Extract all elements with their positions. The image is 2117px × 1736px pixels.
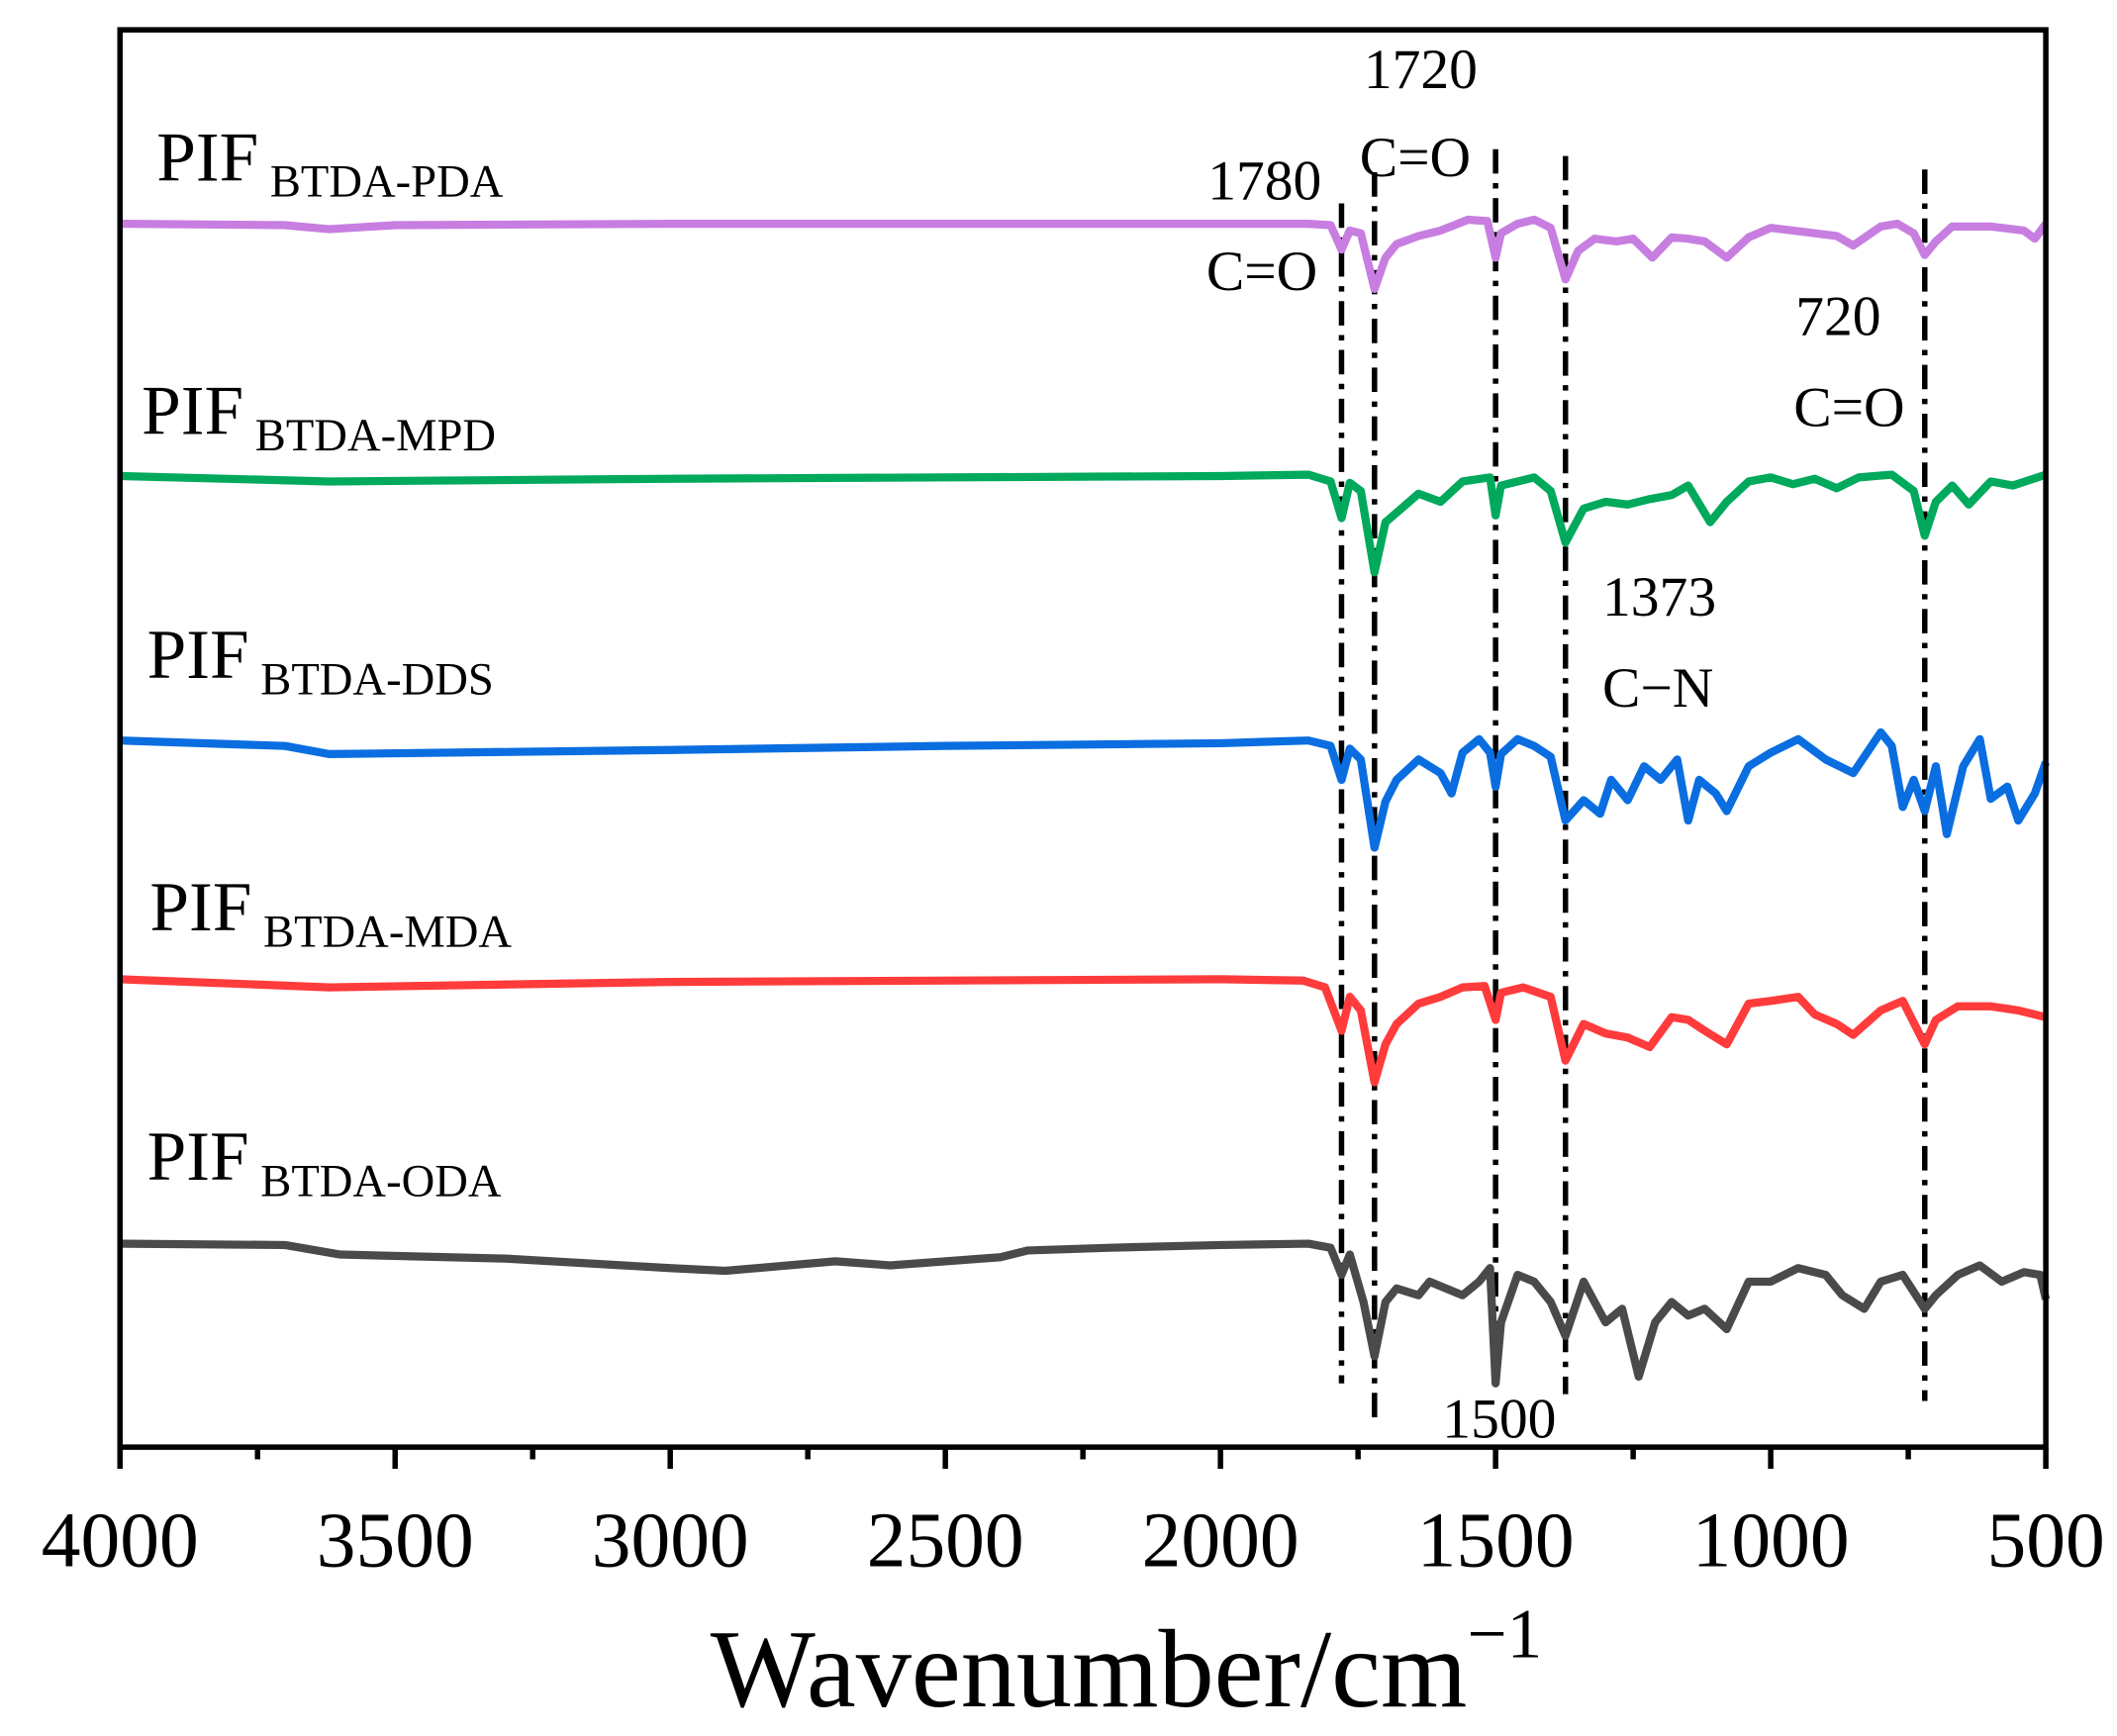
series-line-btda-dds xyxy=(120,727,2050,852)
series-line-btda-mda xyxy=(120,975,2048,1087)
annotation-a1780-0: 1780 xyxy=(1207,149,1321,212)
annotation-a1500-0: 1500 xyxy=(1442,1389,1556,1451)
x-tick-label: 2500 xyxy=(867,1497,1024,1585)
x-tick-label: 1000 xyxy=(1692,1497,1850,1585)
annotation-a1780-1: C=O xyxy=(1206,241,1317,303)
series-line-btda-pda xyxy=(120,215,2050,293)
annotation-a720-1: C=O xyxy=(1793,376,1904,438)
series-line-btda-oda xyxy=(120,1239,2051,1388)
annotation-a1720-1: C=O xyxy=(1360,127,1471,189)
series-labels: PIF BTDA-PDA PIF BTDA-MPD PIF BTDA-DDS PIF … xyxy=(142,119,512,1206)
x-tick-label: 3500 xyxy=(317,1497,474,1585)
x-tick-label: 1500 xyxy=(1417,1497,1575,1585)
series-label-btda-pda: PIF BTDA-PDA xyxy=(156,119,503,207)
peak-annotations: 1720 C=O 1780 C=O 720 C=O 1373 C−N 1500 xyxy=(1206,39,1905,1450)
series-label-btda-mda: PIF BTDA-MDA xyxy=(149,869,512,957)
annotation-a1720-0: 1720 xyxy=(1364,39,1478,101)
x-axis-label: Wavenumber/cm−1 xyxy=(711,1596,1542,1731)
spectra xyxy=(120,215,2051,1388)
series-label-btda-dds: PIF BTDA-DDS xyxy=(147,617,494,705)
x-tick-label: 3000 xyxy=(592,1497,749,1585)
series-label-btda-mpd: PIF BTDA-MPD xyxy=(142,373,496,461)
x-axis: 4000 3500 3000 2500 2000 1500 1000 500 xyxy=(42,1447,2105,1585)
series-label-btda-oda: PIF BTDA-ODA xyxy=(147,1118,502,1206)
annotation-a1373-0: 1373 xyxy=(1602,566,1716,628)
annotation-a720-0: 720 xyxy=(1795,285,1880,347)
reference-lines xyxy=(1338,148,1928,1422)
x-tick-label: 500 xyxy=(1986,1497,2104,1585)
x-tick-label: 4000 xyxy=(42,1497,199,1585)
annotation-a1373-1: C−N xyxy=(1602,657,1713,720)
plot-frame xyxy=(117,27,2049,1450)
x-tick-label: 2000 xyxy=(1142,1497,1299,1585)
series-line-btda-mpd xyxy=(120,470,2048,577)
